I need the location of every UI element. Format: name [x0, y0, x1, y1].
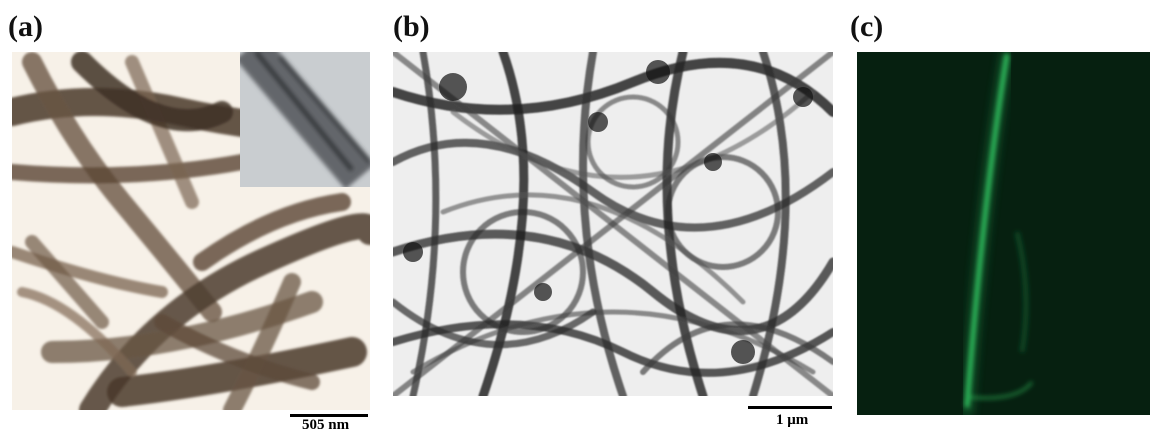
panel-a-inset: [240, 52, 370, 187]
panel-a-scale-bar: 505 nm: [290, 414, 370, 434]
panel-c-fluorescence: [857, 52, 1150, 415]
scale-bar-label: 1 μm: [776, 412, 808, 429]
panel-b-scale-bar: 1 μm: [748, 406, 833, 428]
panel-b-micrograph: [393, 52, 833, 396]
panel-a-label: (a): [8, 12, 43, 42]
panel-b-image: [393, 52, 833, 396]
panel-c-image: [857, 52, 1150, 415]
panel-a-image: [12, 52, 370, 410]
scale-bar-line: [748, 406, 832, 409]
scale-bar-label: 505 nm: [302, 417, 349, 434]
panel-c-label: (c): [850, 12, 883, 42]
panel-b-label: (b): [393, 12, 430, 42]
inset-micrograph: [240, 52, 370, 187]
